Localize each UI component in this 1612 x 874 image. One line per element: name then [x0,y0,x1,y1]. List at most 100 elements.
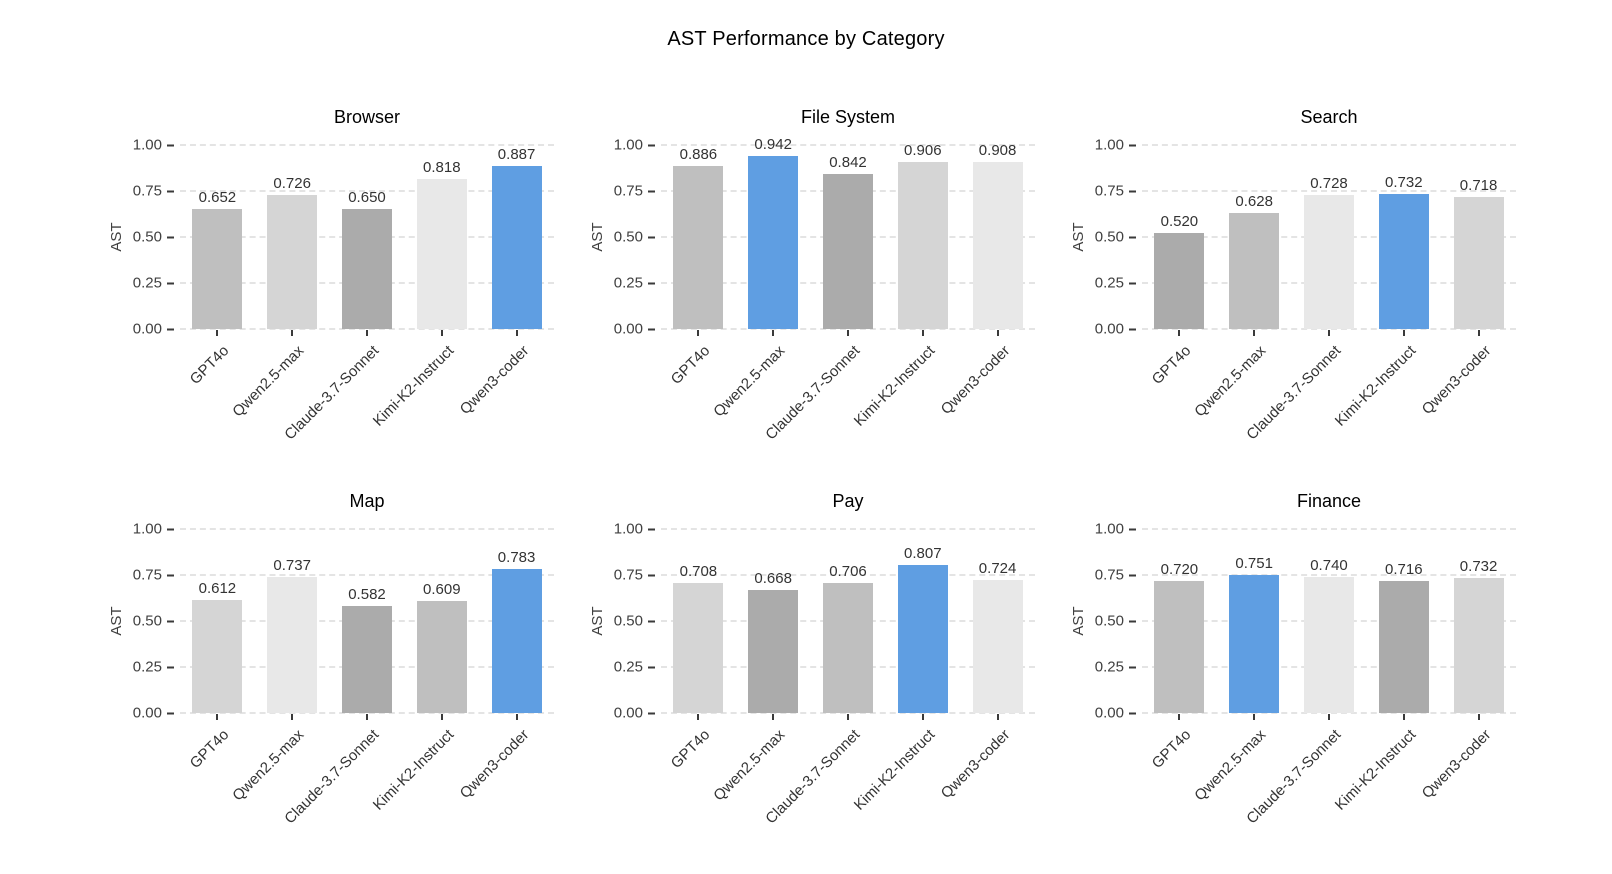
y-tick-mark [167,236,174,238]
gridline [1142,144,1516,146]
y-tick-label: 0.50 [133,230,174,245]
page-title: AST Performance by Category [667,28,945,50]
bar-value-label: 0.708 [679,562,718,580]
y-axis: AST 0.00 0.25 0.50 0.75 1.00 [1066,138,1142,337]
bar-slot-qwen3-coder: 0.887 [479,145,554,329]
y-tick-text: 0.25 [132,274,162,292]
x-tick-mark [216,714,219,720]
y-tick-mark [167,528,174,530]
bar-qwen2-5-max [1229,213,1280,329]
x-tick-label-gpt4o: GPT4o [187,342,233,388]
y-axis-label: AST [589,222,607,252]
gridline [1142,712,1516,714]
bar-slot-gpt4o: 0.520 [1142,145,1217,329]
bar-slot-qwen2-5-max: 0.737 [255,529,330,713]
bar-slot-kimi-k2-instruct: 0.732 [1366,145,1441,329]
y-tick-mark [648,190,655,192]
bar-kimi-k2-instruct [416,178,467,329]
bar-value-label: 0.628 [1235,193,1273,211]
x-tick-label-gpt4o: GPT4o [1149,726,1195,772]
y-tick-label: 0.50 [614,230,655,245]
y-tick-mark [1129,528,1136,530]
subplot-file-system: File System AST 0.00 0.25 0.50 0.75 1.00 0.886 0… [585,85,1035,469]
y-tick-text: 0.75 [613,182,643,200]
y-tick-mark [167,574,174,576]
bar-slot-claude-3-7-sonnet: 0.706 [811,529,886,713]
x-tick-mark [440,330,443,336]
bar-value-label: 0.726 [273,175,311,193]
x-tick-label-qwen2-5-max: Qwen2.5-max [1191,726,1270,805]
y-tick-label: 0.00 [133,322,174,337]
x-tick-mark [1402,714,1405,720]
x-tick-label-kimi-k2-instruct: Kimi-K2-Instruct [369,342,458,430]
bar-value-label: 0.718 [1459,176,1498,194]
x-tick-mark [996,330,999,336]
bar-slot-kimi-k2-instruct: 0.906 [885,143,960,329]
bar-value-label: 0.737 [273,557,311,575]
bar-slot-claude-3-7-sonnet: 0.582 [330,529,405,713]
y-tick-label: 0.75 [133,184,174,199]
y-tick-label: 1.00 [1095,138,1136,153]
subplot-title: Browser [333,107,400,127]
x-tick-mark [1328,714,1330,720]
y-tick-mark [1129,236,1136,238]
y-tick-label: 0.25 [614,660,655,675]
bar-claude-3-7-sonnet [1303,576,1354,713]
y-tick-text: 0.75 [132,566,162,584]
plot-area: 0.720 0.751 0.740 0.716 0.732 [1142,528,1516,714]
y-tick-text: 0.75 [1094,566,1124,584]
y-tick-mark [648,144,655,146]
y-tick-text: 0.50 [132,228,162,246]
plot-row: AST 0.00 0.25 0.50 0.75 1.00 0.720 0.751 0.740 0.… [1066,522,1516,721]
plot-area: 0.652 0.726 0.650 0.818 0.887 [180,144,554,330]
subplot-map: Map AST 0.00 0.25 0.50 0.75 1.00 0.612 0.737 0.58… [104,469,554,853]
x-tick-label-qwen2-5-max: Qwen2.5-max [229,342,308,421]
y-tick-mark [1129,574,1136,576]
y-tick-mark [167,620,174,622]
y-tick-text: 0.50 [613,612,643,630]
x-tick-label-kimi-k2-instruct: Kimi-K2-Instruct [369,726,458,814]
bar-slot-qwen3-coder: 0.732 [1441,529,1516,713]
y-tick-mark [167,712,174,714]
bar-gpt4o [192,600,243,713]
y-tick-text: 0.50 [1094,228,1124,246]
x-tick-label-gpt4o: GPT4o [187,726,233,772]
y-tick-label: 0.75 [1095,184,1136,199]
bar-value-label: 0.612 [198,580,237,598]
bars: 0.886 0.942 0.842 0.906 0.908 [661,137,1035,329]
bar-slot-gpt4o: 0.720 [1142,529,1217,713]
bar-claude-3-7-sonnet [341,605,392,713]
y-tick-text: 0.25 [132,658,162,676]
bar-value-label: 0.732 [1385,174,1423,192]
x-tick-mark [697,330,700,336]
gridline [1142,574,1516,576]
x-tick-label-gpt4o: GPT4o [668,342,714,388]
bar-kimi-k2-instruct [1378,194,1429,329]
plot-area: 0.886 0.942 0.842 0.906 0.908 [661,137,1035,330]
gridline [1142,528,1516,530]
x-axis: GPT4o Qwen2.5-max Claude-3.7-Sonnet Kimi-K2… [1142,713,1516,853]
bar-slot-kimi-k2-instruct: 0.716 [1366,529,1441,713]
bar-value-label: 0.783 [497,548,536,566]
y-tick-mark [167,666,174,668]
bar-value-label: 0.706 [829,563,867,581]
x-tick-mark [847,330,849,336]
y-tick-mark [1129,282,1136,284]
y-axis: AST 0.00 0.25 0.50 0.75 1.00 [585,138,661,337]
bar-qwen3-coder [1453,196,1504,329]
x-tick-mark [1402,330,1405,336]
y-tick-mark [167,282,174,284]
plot-row: AST 0.00 0.25 0.50 0.75 1.00 0.520 0.628 0.728 0.… [1066,138,1516,337]
y-tick-text: 0.75 [1094,182,1124,200]
bars: 0.720 0.751 0.740 0.716 0.732 [1142,529,1516,713]
bar-value-label: 0.942 [754,135,792,153]
y-tick-label: 0.25 [1095,660,1136,675]
y-tick-text: 1.00 [613,520,643,538]
x-tick-mark [515,714,518,720]
y-tick-mark [1129,144,1136,146]
x-axis: GPT4o Qwen2.5-max Claude-3.7-Sonnet Kimi-K2… [180,329,554,469]
bar-claude-3-7-sonnet [1303,195,1354,329]
y-tick-text: 1.00 [1094,520,1124,538]
bar-value-label: 0.842 [829,154,867,172]
x-tick-mark [772,714,775,720]
